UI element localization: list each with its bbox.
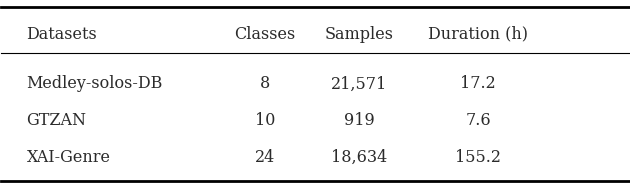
Text: 21,571: 21,571 (331, 75, 387, 92)
Text: GTZAN: GTZAN (26, 112, 86, 129)
Text: Samples: Samples (324, 26, 393, 43)
Text: 8: 8 (260, 75, 270, 92)
Text: Classes: Classes (234, 26, 295, 43)
Text: 24: 24 (255, 149, 275, 166)
Text: 17.2: 17.2 (460, 75, 496, 92)
Text: Datasets: Datasets (26, 26, 97, 43)
Text: XAI-Genre: XAI-Genre (26, 149, 110, 166)
Text: 7.6: 7.6 (466, 112, 491, 129)
Text: Medley-solos-DB: Medley-solos-DB (26, 75, 163, 92)
Text: 18,634: 18,634 (331, 149, 387, 166)
Text: 10: 10 (255, 112, 275, 129)
Text: 919: 919 (343, 112, 374, 129)
Text: 155.2: 155.2 (455, 149, 501, 166)
Text: Duration (h): Duration (h) (428, 26, 528, 43)
